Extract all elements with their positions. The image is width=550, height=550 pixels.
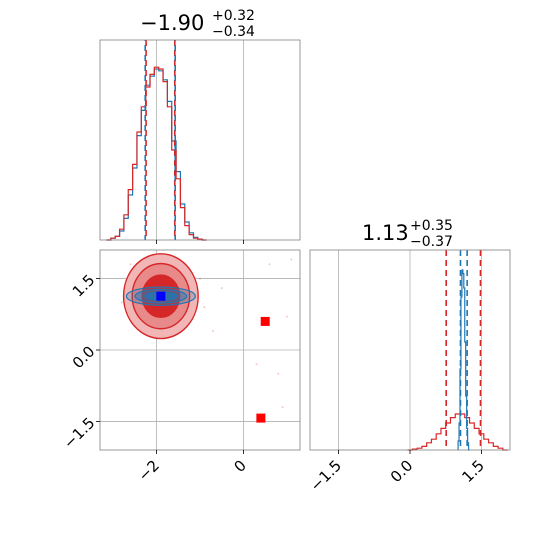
marker-2 (256, 413, 266, 423)
axes-frame (99, 39, 301, 241)
x-tick-label: 0 (230, 456, 249, 475)
sample-point (212, 329, 215, 332)
title-upper-error: +0.35 (410, 218, 453, 234)
sample-point (281, 406, 284, 409)
sample-point (129, 263, 132, 266)
x-tick-label: 1.5 (458, 456, 488, 486)
y-tick-label: −1.5 (60, 414, 98, 452)
sample-point (268, 263, 271, 266)
y-tick-label: 1.5 (69, 271, 99, 301)
sample-point (220, 287, 223, 290)
x-tick-label: −2 (135, 456, 163, 484)
sample-point (199, 277, 201, 280)
x-tick-label: 0.0 (387, 456, 417, 486)
y-tick-label: 0.0 (69, 342, 99, 372)
sample-point (120, 301, 123, 304)
title-lower-error: −0.37 (410, 234, 453, 250)
panel-title: −1.90 (140, 11, 204, 35)
sample-point (203, 306, 206, 309)
histogram-series-1 (106, 66, 207, 241)
histogram-series-0 (407, 413, 508, 451)
sample-point (255, 363, 258, 366)
sample-point (285, 315, 288, 318)
title-lower-error: −0.34 (212, 24, 255, 40)
sample-point (277, 372, 280, 375)
x-marginal-panel: −1.90 +0.32−0.34 (99, 8, 301, 244)
sample-point (290, 258, 293, 261)
title-upper-error: +0.32 (212, 8, 255, 24)
panel-title: 1.13 (362, 221, 409, 245)
x-tick-label: −1.5 (307, 456, 345, 494)
joint-panel: −2 0 1.5 0.0 −1.5 (60, 249, 301, 485)
marker-0 (156, 291, 166, 301)
marker-1 (260, 316, 270, 326)
y-marginal-panel: −1.5 0.0 1.5 1.13 +0.35−0.37 (307, 218, 511, 495)
